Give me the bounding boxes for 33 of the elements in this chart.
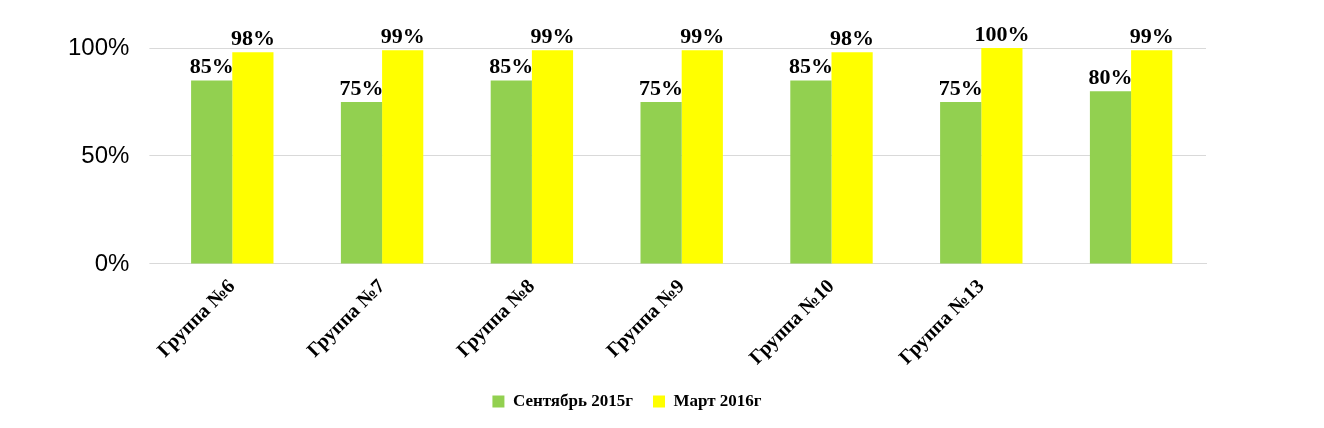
y-tick-label: 50% (81, 140, 130, 168)
legend-label: Сентябрь 2015г (512, 390, 634, 410)
data-label: 100% (974, 20, 1030, 46)
bar (831, 52, 873, 264)
data-label: 98% (830, 25, 875, 51)
data-label: 85% (489, 53, 534, 79)
data-label: 75% (339, 74, 384, 100)
data-label: 75% (639, 74, 684, 100)
bar (790, 80, 832, 264)
bar (681, 50, 723, 264)
bar (382, 50, 424, 264)
bar (640, 101, 682, 264)
bar (490, 80, 532, 264)
data-label: 99% (530, 22, 575, 48)
data-label: 99% (680, 22, 725, 48)
bar (940, 101, 982, 264)
data-label: 75% (938, 74, 983, 100)
data-label: 98% (230, 25, 275, 51)
bar (340, 101, 383, 264)
data-label: 80% (1088, 63, 1133, 89)
data-label: 99% (1129, 22, 1174, 48)
y-tick-label: 100% (67, 32, 130, 60)
bar (232, 52, 274, 264)
data-label: 99% (380, 22, 425, 48)
data-label: 85% (189, 53, 234, 79)
bar (191, 80, 233, 264)
bar (531, 50, 574, 264)
y-tick-label: 0% (94, 248, 130, 276)
bar (1131, 50, 1173, 264)
data-label: 85% (788, 53, 833, 79)
bar (1089, 91, 1132, 264)
legend-label: Март 2016г (673, 390, 762, 410)
bar (981, 48, 1023, 264)
